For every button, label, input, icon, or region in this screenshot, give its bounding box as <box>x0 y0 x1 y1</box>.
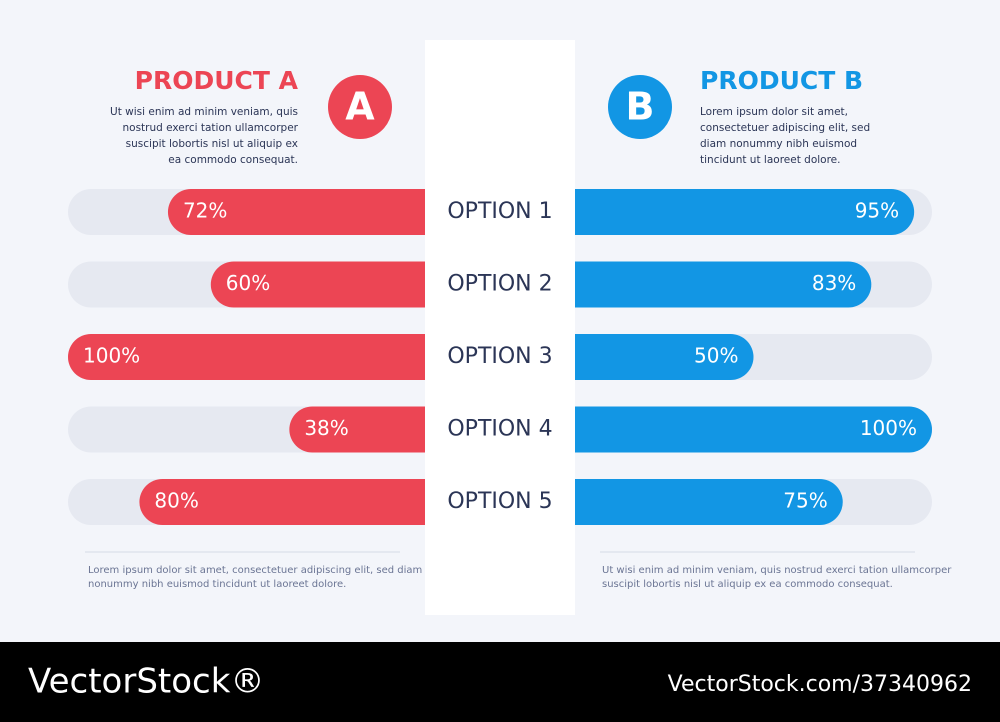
option-label: OPTION 5 <box>447 489 552 514</box>
badge <box>608 75 672 139</box>
value-label: 60% <box>226 271 270 295</box>
bar <box>552 406 932 453</box>
note: nonummy nibh euismod tincidunt ut laoree… <box>88 579 346 590</box>
description: suscipit lobortis nisl ut aliquip ex <box>126 138 298 150</box>
value-label: 83% <box>812 271 856 295</box>
value-label: 72% <box>183 199 227 223</box>
description: tincidunt ut laoreet dolore. <box>700 154 840 166</box>
bar <box>139 479 448 525</box>
value-label: 95% <box>855 199 899 223</box>
description: ea commodo consequat. <box>168 154 298 166</box>
bar <box>552 334 754 380</box>
note: Ut wisi enim ad minim veniam, quis nostr… <box>602 565 952 576</box>
description: nostrud exerci tation ullamcorper <box>123 122 299 134</box>
description: Ut wisi enim ad minim veniam, quis <box>110 106 298 118</box>
note: suscipit lobortis nisl ut aliquip ex ea … <box>602 579 893 590</box>
watermark-id: VectorStock.com/37340962 <box>668 672 972 697</box>
value-label: 80% <box>154 489 198 513</box>
description: Lorem ipsum dolor sit amet, <box>700 106 848 118</box>
value-label: 50% <box>694 344 738 368</box>
badge-letter: B <box>626 85 655 129</box>
option-label: OPTION 2 <box>447 272 552 297</box>
value-label: 100% <box>83 344 140 368</box>
bar <box>552 479 843 525</box>
bar <box>167 189 448 235</box>
watermark-brand: VectorStock® <box>28 662 264 702</box>
note: Lorem ipsum dolor sit amet, consectetuer… <box>88 565 422 576</box>
bar <box>68 334 448 380</box>
option-label: OPTION 4 <box>447 417 552 442</box>
badge-letter: A <box>345 85 375 129</box>
description: diam nonummy nibh euismod <box>700 138 857 150</box>
bar <box>552 189 915 235</box>
center-strip <box>425 40 575 615</box>
value-label: 38% <box>304 416 348 440</box>
value-label: 75% <box>783 489 827 513</box>
value-label: 100% <box>860 416 917 440</box>
watermark-band <box>0 642 1000 722</box>
option-label: OPTION 3 <box>447 344 552 369</box>
bar <box>289 406 448 453</box>
bar <box>552 261 872 308</box>
option-label: OPTION 1 <box>447 199 552 224</box>
description: consectetuer adipiscing elit, sed <box>700 122 870 134</box>
product-title: PRODUCT A <box>135 66 299 95</box>
bar <box>210 261 448 308</box>
badge <box>328 75 392 139</box>
product-title: PRODUCT B <box>700 66 863 95</box>
